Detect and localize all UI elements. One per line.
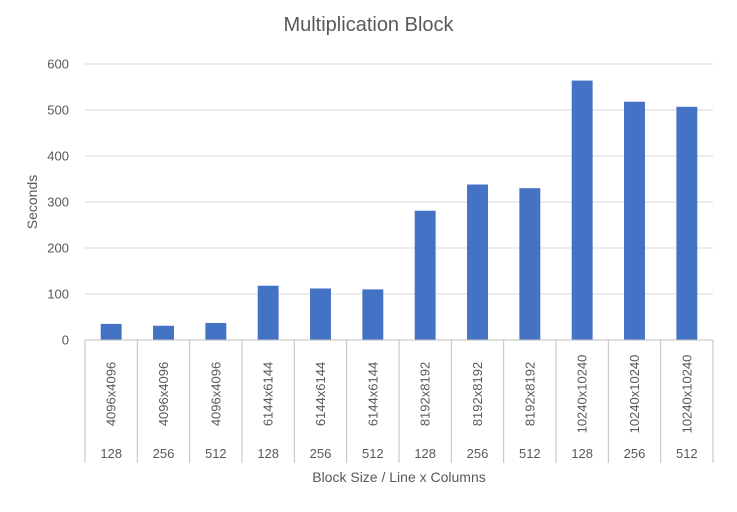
x-tick-label-block: 128 <box>571 446 593 461</box>
y-tick-label: 600 <box>47 57 69 72</box>
x-axis-title: Block Size / Line x Columns <box>312 469 486 485</box>
x-tick-label-block: 128 <box>414 446 436 461</box>
x-tick-label-size: 10240x10240 <box>575 355 590 434</box>
bar <box>257 285 279 340</box>
x-tick-label-block: 512 <box>362 446 384 461</box>
x-tick-label-block: 512 <box>676 446 698 461</box>
x-tick-label-size: 6144x6144 <box>365 362 380 426</box>
y-tick-label: 400 <box>47 149 69 164</box>
bars <box>100 80 698 340</box>
bar <box>571 80 593 340</box>
bar <box>519 188 541 340</box>
y-tick-label: 100 <box>47 287 69 302</box>
x-tick-label-size: 4096x4096 <box>156 362 171 426</box>
bar <box>467 184 488 340</box>
x-tick-label-size: 6144x6144 <box>261 362 276 426</box>
y-axis-title: Seconds <box>24 175 40 229</box>
x-axis: 4096x4096 128 4096x4096 256 4096x4096 512 6144… <box>84 339 714 463</box>
x-tick-label-block: 512 <box>519 446 541 461</box>
x-tick-label-block: 256 <box>153 446 175 461</box>
x-tick-label-size: 10240x10240 <box>627 355 642 434</box>
x-tick-label-size: 4096x4096 <box>104 362 119 426</box>
chart-title: Multiplication Block <box>283 14 454 36</box>
x-tick-label-block: 512 <box>205 446 227 461</box>
x-tick-label-block: 256 <box>310 446 332 461</box>
bar <box>153 325 174 340</box>
x-tick-label-block: 256 <box>624 446 646 461</box>
x-tick-label-size: 8192x8192 <box>418 362 433 426</box>
x-tick-label-size: 10240x10240 <box>679 355 694 434</box>
x-tick-label-size: 4096x4096 <box>208 362 223 426</box>
gridlines <box>85 63 713 295</box>
x-tick-label-block: 128 <box>257 446 279 461</box>
bar <box>310 288 331 340</box>
y-tick-label: 500 <box>47 103 69 118</box>
y-tick-label: 0 <box>62 333 69 348</box>
x-tick-label-size: 8192x8192 <box>470 362 485 426</box>
bar <box>414 210 436 340</box>
bar <box>205 322 227 340</box>
bar <box>624 101 645 340</box>
y-tick-label: 300 <box>47 195 69 210</box>
x-tick-label-size: 6144x6144 <box>313 362 328 426</box>
x-tick-label-block: 256 <box>467 446 489 461</box>
y-tick-label: 200 <box>47 241 69 256</box>
bar <box>100 323 122 340</box>
bar <box>362 289 384 340</box>
x-tick-label-block: 128 <box>100 446 122 461</box>
bar <box>676 106 698 340</box>
y-tick-labels: 0 100 200 300 400 500 600 <box>47 57 69 348</box>
x-tick-label-size: 8192x8192 <box>522 362 537 426</box>
